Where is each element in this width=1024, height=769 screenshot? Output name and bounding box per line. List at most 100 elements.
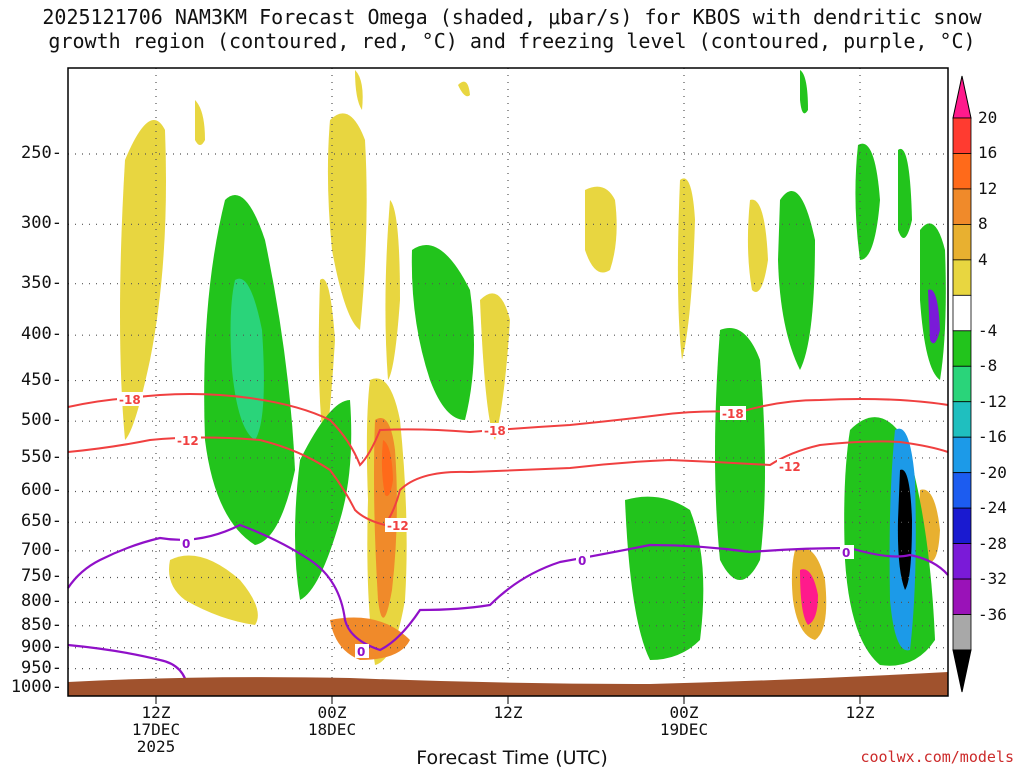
- shade-yellow-12: [747, 199, 768, 292]
- dgz-upper-label-2: -18: [484, 424, 506, 438]
- label-bg: [355, 644, 369, 658]
- colorbar-tick-label: 4: [978, 249, 988, 269]
- label-bg: [840, 545, 854, 559]
- colorbar-swatch: [952, 401, 972, 438]
- colorbar-swatch: [952, 153, 972, 190]
- colorbar-swatch: [952, 507, 972, 544]
- y-tick-label: 400-: [21, 324, 62, 345]
- colorbar-top-arrow: [952, 75, 972, 119]
- y-tick-label: 750-: [21, 566, 62, 587]
- freezing-label-2: 0: [578, 554, 586, 568]
- colorbar-swatch: [952, 578, 972, 615]
- shade-green-6: [778, 191, 815, 370]
- x-tick-label: 12Z: [493, 703, 523, 722]
- shade-yellow-1: [120, 120, 166, 440]
- colorbar-swatch: [952, 330, 972, 367]
- shade-green-2: [295, 400, 352, 600]
- x-tick-label: 2025: [136, 737, 176, 756]
- y-tick-label: 800-: [21, 591, 62, 612]
- dgz-lower-label-1: -12: [177, 434, 199, 448]
- ground-terrain: [68, 672, 948, 696]
- shade-orange-2: [381, 440, 393, 496]
- freezing-label-1: 0: [182, 537, 190, 551]
- dgz-upper-label-1: -18: [119, 393, 141, 407]
- y-tick-label: 500-: [21, 410, 62, 431]
- x-tick-label: 12Z: [141, 703, 171, 722]
- colorbar-tick-label: 12: [978, 178, 998, 198]
- x-tick-label: 17DEC: [131, 720, 181, 739]
- colorbar-swatch: [952, 436, 972, 474]
- x-tick-label: 12Z: [845, 703, 875, 722]
- label-bg: [180, 536, 194, 550]
- y-tick-label: 550-: [21, 446, 62, 467]
- colorbar-swatch: [952, 294, 972, 332]
- x-axis-label: Forecast Time (UTC): [416, 747, 608, 769]
- label-bg: [385, 518, 411, 532]
- colorbar-bottom-arrow: [952, 649, 972, 693]
- shade-yellow-11: [677, 178, 695, 360]
- dgz-lower-contour: [67, 436, 949, 527]
- y-tick-label: 250-: [21, 143, 62, 163]
- dgz-upper-contour: [67, 393, 949, 467]
- colorbar-swatch: [952, 543, 972, 580]
- y-tick-label: 350-: [21, 272, 62, 293]
- shade-yellow-9: [480, 293, 510, 440]
- y-tick-label: 650-: [21, 511, 62, 532]
- y-tick-label: 950-: [21, 657, 62, 678]
- colorbar-tick-label: -12: [978, 391, 1007, 411]
- colorbar-swatch: [952, 614, 972, 651]
- shade-yellow-3: [327, 113, 367, 330]
- colorbar-swatch: [952, 117, 972, 154]
- shade-yellow-5: [385, 200, 400, 380]
- colorbar-tick-label: -8: [978, 356, 998, 376]
- shade-green-7: [800, 70, 808, 114]
- shade-green-5: [715, 328, 765, 580]
- x-tick-label: 00Z: [317, 703, 347, 722]
- label-bg: [175, 433, 201, 447]
- colorbar-swatch: [952, 365, 972, 403]
- shade-yellow-4: [355, 70, 363, 110]
- colorbar: [952, 75, 972, 693]
- shade-yellow-10: [585, 186, 617, 273]
- colorbar-swatch: [952, 188, 972, 225]
- credit-text[interactable]: coolwx.com/models: [860, 748, 1014, 766]
- shade-yellow-7: [318, 278, 335, 450]
- contour-labels: -18 -18 -18 -12 -12 -12 0 0 0 0: [117, 392, 854, 659]
- y-tick-label: 1000-: [10, 677, 62, 698]
- freezing-label-4: 0: [842, 546, 850, 560]
- y-tick-label: 900-: [21, 636, 62, 657]
- colorbar-tick-label: -24: [978, 498, 1007, 518]
- colorbar-tick-label: -36: [978, 604, 1007, 624]
- shade-black-1: [897, 469, 912, 590]
- shade-green-10: [855, 143, 880, 260]
- label-bg: [777, 459, 803, 473]
- colorbar-tick-label: -4: [978, 320, 998, 340]
- chart-title: 2025121706 NAM3KM Forecast Omega (shaded…: [42, 5, 982, 29]
- label-bg: [117, 392, 143, 406]
- dgz-lower-label-3: -12: [779, 460, 801, 474]
- label-bg: [482, 423, 508, 437]
- shade-orange-3: [330, 617, 410, 660]
- shade-yellow-2: [195, 100, 205, 145]
- freezing-level-contour-2: [67, 643, 190, 691]
- shade-green-3: [411, 245, 474, 420]
- colorbar-swatch: [952, 223, 972, 261]
- colorbar-tick-label: -20: [978, 462, 1007, 482]
- colorbar-swatch: [952, 472, 972, 509]
- colorbar-tick-label: 16: [978, 143, 998, 163]
- grid-lines: [68, 68, 948, 704]
- shade-pink-1: [800, 569, 818, 625]
- x-tick-label: 19DEC: [659, 720, 709, 739]
- x-tick-label: 18DEC: [307, 720, 357, 739]
- y-tick-label: 300-: [21, 213, 62, 234]
- dgz-upper-label-3: -18: [722, 407, 744, 421]
- shade-green-11: [898, 148, 912, 238]
- y-tick-label: 850-: [21, 614, 62, 635]
- chart-subtitle: growth region (contoured, red, °C) and f…: [48, 29, 976, 53]
- freezing-label-3: 0: [357, 645, 365, 659]
- y-tick-label: 700-: [21, 539, 62, 560]
- colorbar-tick-label: 8: [978, 214, 988, 234]
- y-tick-label: 450-: [21, 369, 62, 390]
- shade-yellow-13: [458, 81, 470, 97]
